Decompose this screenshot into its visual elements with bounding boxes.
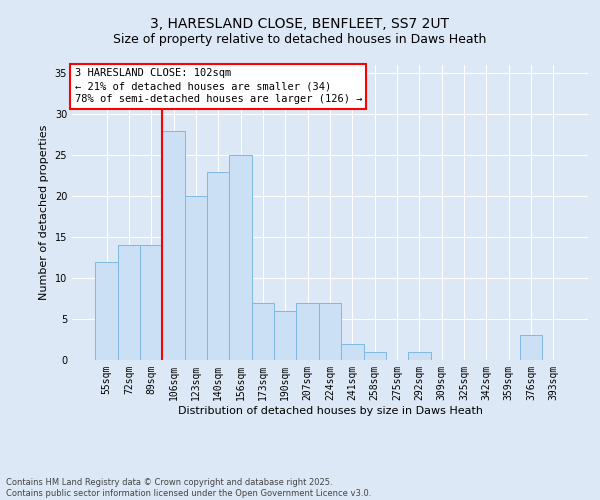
Text: Size of property relative to detached houses in Daws Heath: Size of property relative to detached ho…: [113, 32, 487, 46]
Bar: [408, 352, 431, 360]
Text: 3 HARESLAND CLOSE: 102sqm
← 21% of detached houses are smaller (34)
78% of semi-: 3 HARESLAND CLOSE: 102sqm ← 21% of detac…: [74, 68, 362, 104]
Bar: [520, 336, 542, 360]
Bar: [207, 172, 229, 360]
Bar: [163, 130, 185, 360]
Bar: [274, 311, 296, 360]
Bar: [364, 352, 386, 360]
Bar: [252, 302, 274, 360]
Y-axis label: Number of detached properties: Number of detached properties: [39, 125, 49, 300]
Bar: [296, 302, 319, 360]
Bar: [140, 246, 163, 360]
X-axis label: Distribution of detached houses by size in Daws Heath: Distribution of detached houses by size …: [178, 406, 482, 415]
Bar: [118, 246, 140, 360]
Text: 3, HARESLAND CLOSE, BENFLEET, SS7 2UT: 3, HARESLAND CLOSE, BENFLEET, SS7 2UT: [151, 18, 449, 32]
Bar: [95, 262, 118, 360]
Bar: [341, 344, 364, 360]
Bar: [319, 302, 341, 360]
Text: Contains HM Land Registry data © Crown copyright and database right 2025.
Contai: Contains HM Land Registry data © Crown c…: [6, 478, 371, 498]
Bar: [185, 196, 207, 360]
Bar: [229, 155, 252, 360]
